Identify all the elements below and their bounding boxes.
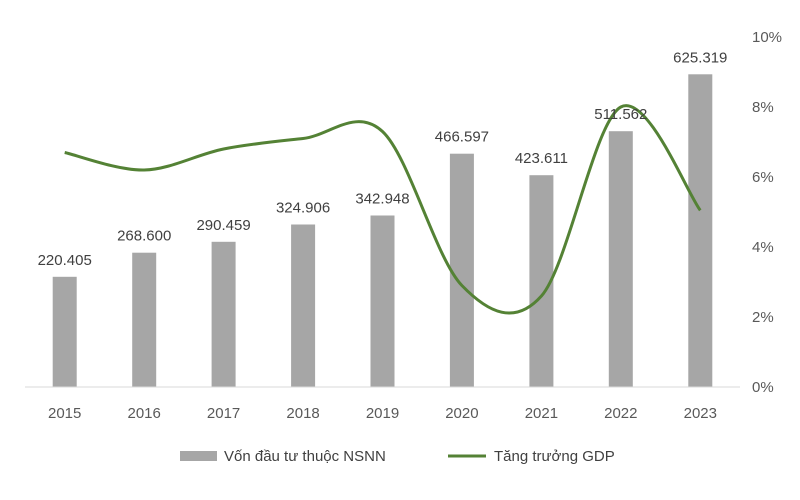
x-tick-2020: 2020 [445,405,478,422]
y-right-tick-3: 6% [752,169,774,186]
x-tick-2018: 2018 [286,405,319,422]
y-right-tick-0: 0% [752,379,774,396]
x-tick-2021: 2021 [525,405,558,422]
bar-2015 [52,276,77,387]
bar-2022 [608,131,633,387]
x-tick-2017: 2017 [207,405,240,422]
bar-2017 [211,241,236,387]
data-label-2016: 268.600 [117,228,171,245]
data-label-2017: 290.459 [196,217,250,234]
x-tick-2023: 2023 [684,405,717,422]
x-tick-2016: 2016 [128,405,161,422]
data-label-2018: 324.906 [276,200,330,217]
bar-2016 [132,252,157,387]
bar-2020 [449,153,474,387]
x-tick-2019: 2019 [366,405,399,422]
legend-swatch-bar [180,451,217,461]
data-label-2020: 466.597 [435,129,489,146]
data-label-2015: 220.405 [38,252,92,269]
x-tick-2015: 2015 [48,405,81,422]
y-right-tick-2: 4% [752,239,774,256]
bar-series [52,74,713,388]
legend: Vốn đầu tư thuộc NSNN Tăng trưởng GDP [180,448,615,465]
data-label-2021: 423.611 [515,150,568,167]
legend-label-line: Tăng trưởng GDP [494,448,615,465]
y-right-tick-4: 8% [752,99,774,116]
right-axis-ticks: 0% 2% 4% 6% 8% 10% [752,29,782,396]
data-labels: 220.405 268.600 290.459 324.906 342.948 466.5… [38,49,728,268]
y-right-tick-1: 2% [752,309,774,326]
legend-label-bar: Vốn đầu tư thuộc NSNN [224,448,386,465]
data-label-2022: 511.562 [594,106,647,123]
x-axis-ticks: 2015 2016 2017 2018 2019 2020 2021 2022 2023 [48,405,717,422]
data-label-2019: 342.948 [355,191,409,208]
bar-2018 [291,224,316,387]
bar-2023 [688,74,713,388]
y-right-tick-5: 10% [752,29,782,46]
x-tick-2022: 2022 [604,405,637,422]
gdp-growth-line [64,104,702,315]
data-label-2023: 625.319 [673,49,727,66]
bar-2019 [370,215,395,387]
